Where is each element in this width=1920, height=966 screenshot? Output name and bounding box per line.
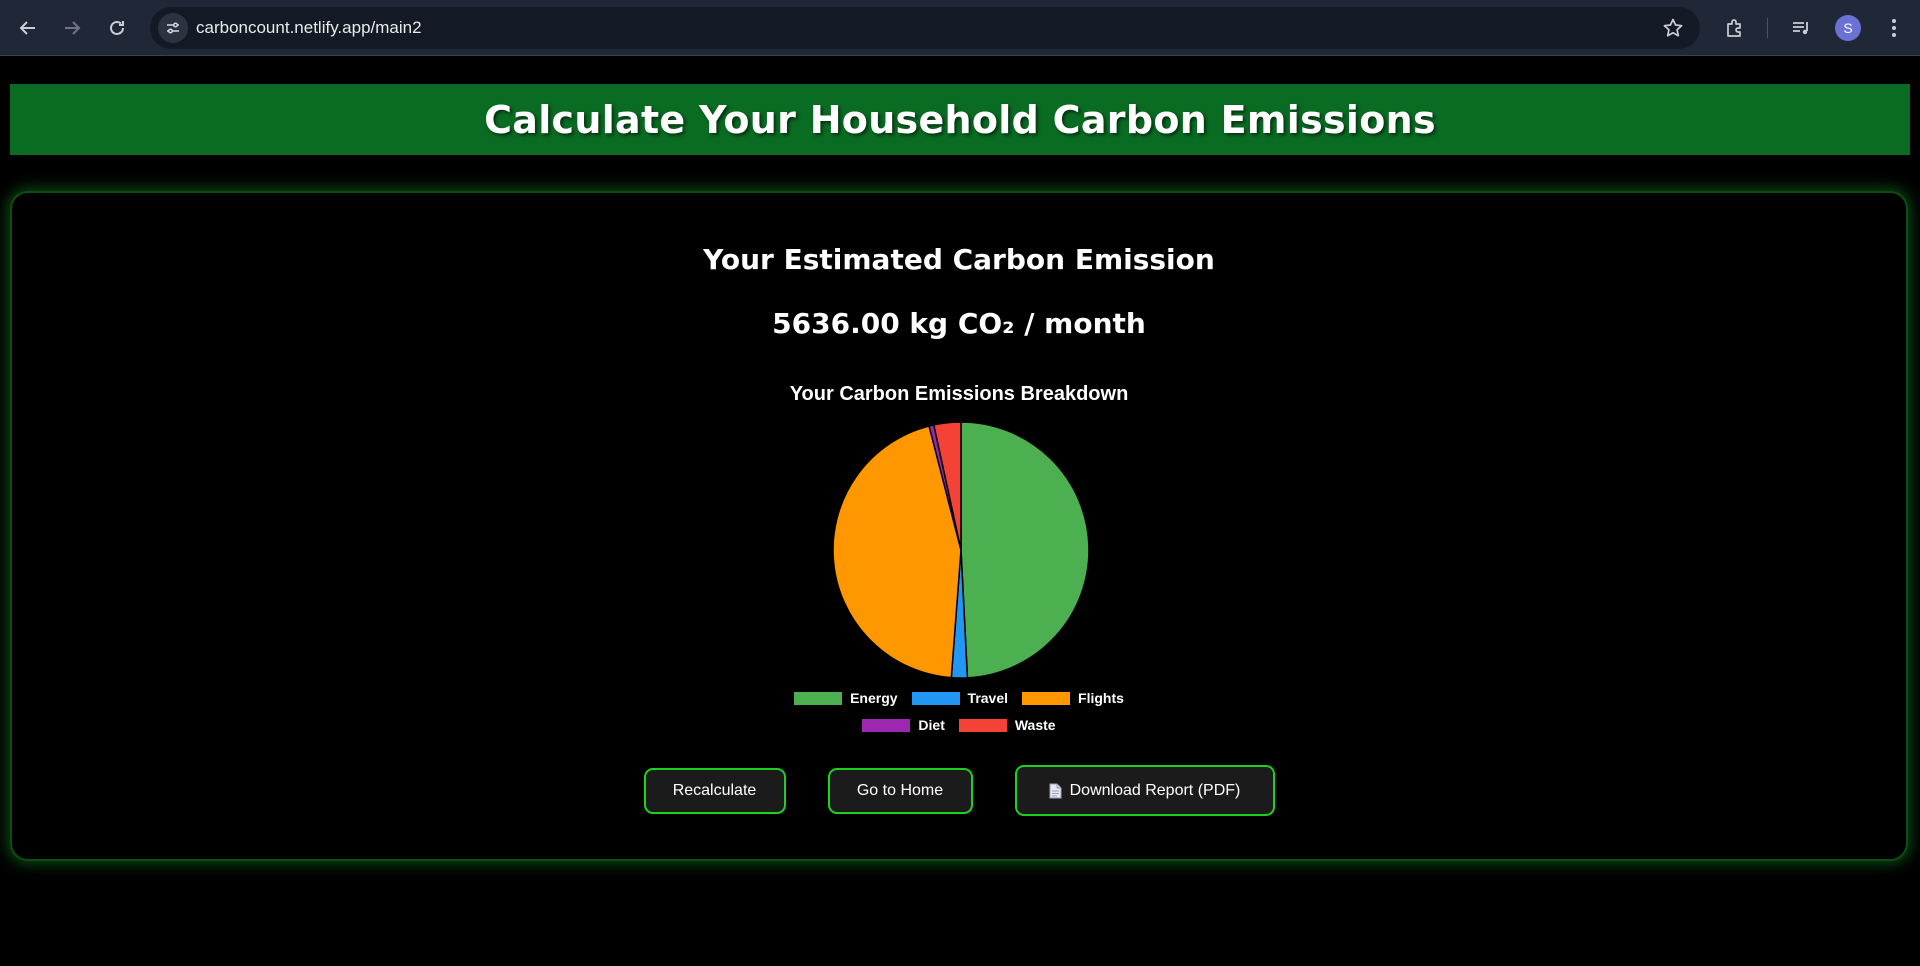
emissions-pie-chart bbox=[832, 421, 1090, 679]
legend-item-diet[interactable]: Diet bbox=[862, 717, 945, 733]
forward-button[interactable] bbox=[56, 12, 88, 44]
chart-title: Your Carbon Emissions Breakdown bbox=[789, 383, 1129, 405]
legend-swatch bbox=[794, 691, 843, 705]
legend-item-flights[interactable]: Flights bbox=[1022, 690, 1124, 706]
chart-legend-row-2: Diet Waste bbox=[12, 717, 1906, 733]
reload-button[interactable] bbox=[101, 12, 133, 44]
legend-swatch bbox=[958, 718, 1007, 732]
result-title: Your Estimated Carbon Emission bbox=[703, 243, 1215, 276]
site-info-icon[interactable] bbox=[158, 13, 188, 43]
legend-label: Energy bbox=[850, 690, 898, 706]
pie-slice-waste[interactable] bbox=[932, 421, 962, 551]
bookmark-star-icon[interactable] bbox=[1662, 17, 1684, 39]
media-control-icon[interactable] bbox=[1787, 14, 1815, 42]
document-icon bbox=[1049, 783, 1062, 799]
legend-item-energy[interactable]: Energy bbox=[794, 690, 898, 706]
chart-legend-row-1: Energy Travel Flights bbox=[12, 690, 1906, 706]
legend-label: Flights bbox=[1078, 690, 1124, 706]
legend-swatch bbox=[911, 691, 960, 705]
recalculate-button[interactable]: Recalculate bbox=[643, 768, 786, 814]
legend-label: Waste bbox=[1014, 717, 1056, 733]
reload-icon bbox=[110, 20, 124, 35]
legend-swatch bbox=[1022, 691, 1071, 705]
go-home-button[interactable]: Go to Home bbox=[827, 768, 973, 814]
legend-label: Diet bbox=[918, 717, 945, 733]
emission-value: 5636.00 kg CO₂ / month bbox=[772, 307, 1146, 340]
action-buttons: Recalculate Go to Home Download Report (… bbox=[12, 765, 1906, 816]
back-button[interactable] bbox=[12, 12, 44, 44]
legend-label: Travel bbox=[967, 690, 1009, 706]
back-arrow-icon bbox=[19, 21, 35, 35]
url-text[interactable]: carboncount.netlify.app/main2 bbox=[196, 18, 422, 37]
legend-item-travel[interactable]: Travel bbox=[911, 690, 1009, 706]
menu-kebab-icon[interactable] bbox=[1880, 14, 1908, 42]
profile-avatar[interactable]: S bbox=[1835, 15, 1861, 41]
browser-toolbar: carboncount.netlify.app/main2 S bbox=[0, 0, 1920, 56]
legend-item-waste[interactable]: Waste bbox=[958, 717, 1056, 733]
page-title: Calculate Your Household Carbon Emission… bbox=[484, 97, 1436, 142]
extensions-icon[interactable] bbox=[1721, 14, 1749, 42]
download-report-button[interactable]: Download Report (PDF) bbox=[1014, 765, 1275, 816]
address-bar[interactable]: carboncount.netlify.app/main2 bbox=[150, 7, 1700, 49]
go-home-label: Go to Home bbox=[856, 782, 944, 799]
recalculate-label: Recalculate bbox=[672, 782, 757, 799]
toolbar-divider bbox=[1767, 18, 1768, 38]
page-header: Calculate Your Household Carbon Emission… bbox=[10, 84, 1910, 155]
result-card: Your Estimated Carbon Emission 5636.00 k… bbox=[10, 191, 1908, 861]
pie-slice-energy[interactable] bbox=[960, 421, 1090, 679]
pie-slice-flights[interactable] bbox=[832, 425, 962, 679]
forward-arrow-icon bbox=[65, 21, 81, 35]
download-report-label: Download Report (PDF) bbox=[1069, 781, 1241, 799]
legend-swatch bbox=[862, 718, 911, 732]
